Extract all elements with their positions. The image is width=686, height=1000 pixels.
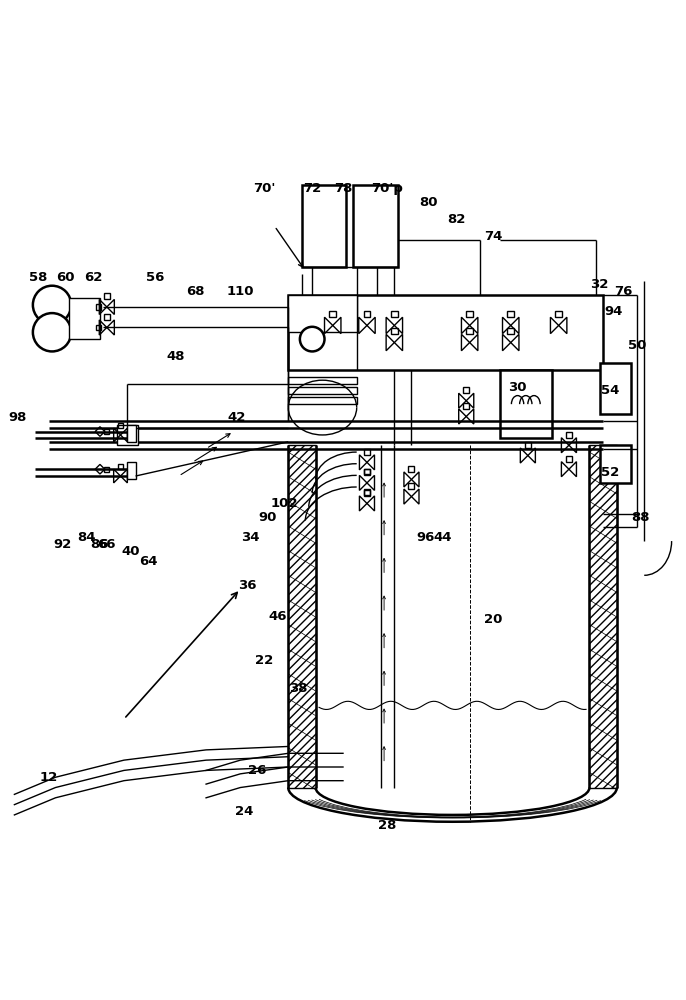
Text: 88: 88 <box>632 511 650 524</box>
Text: 50: 50 <box>628 339 647 352</box>
Bar <box>525 442 531 448</box>
Bar <box>364 489 370 495</box>
Bar <box>288 295 357 332</box>
Bar <box>566 432 572 438</box>
Text: 80: 80 <box>419 196 438 209</box>
Text: 28: 28 <box>378 819 397 832</box>
Text: 20: 20 <box>484 613 503 626</box>
Bar <box>508 311 514 317</box>
Text: 26: 26 <box>248 764 267 777</box>
Bar <box>302 185 346 267</box>
Bar <box>364 449 370 455</box>
Text: 30: 30 <box>508 381 527 394</box>
Text: 96: 96 <box>416 531 434 544</box>
Text: 66: 66 <box>97 538 116 551</box>
Text: 40: 40 <box>121 545 140 558</box>
Bar <box>364 469 370 474</box>
Bar <box>391 328 398 334</box>
Circle shape <box>33 313 71 351</box>
Text: 56: 56 <box>145 271 164 284</box>
Text: 70': 70' <box>253 182 276 195</box>
Bar <box>408 466 414 472</box>
Bar <box>391 311 398 317</box>
Text: 94: 94 <box>604 305 623 318</box>
Text: 86: 86 <box>91 538 109 551</box>
Bar <box>463 387 469 393</box>
Bar <box>288 377 357 384</box>
Text: 32: 32 <box>591 278 609 291</box>
Text: 74: 74 <box>484 230 503 243</box>
Bar <box>408 483 414 489</box>
Text: 110: 110 <box>226 285 254 298</box>
Text: 12: 12 <box>40 771 58 784</box>
Bar <box>288 387 357 394</box>
Bar <box>128 462 136 479</box>
Bar <box>117 425 138 445</box>
Text: 68: 68 <box>187 285 205 298</box>
Bar <box>566 456 572 462</box>
Text: 44: 44 <box>433 531 451 544</box>
Bar <box>364 311 370 317</box>
Bar <box>96 304 102 310</box>
Bar <box>364 469 370 475</box>
Bar <box>463 403 469 409</box>
Bar <box>501 370 552 438</box>
Bar <box>556 311 562 317</box>
Text: 60: 60 <box>56 271 75 284</box>
Text: 62: 62 <box>84 271 102 284</box>
Text: 42: 42 <box>228 411 246 424</box>
Text: 76: 76 <box>615 285 633 298</box>
Text: 72: 72 <box>303 182 321 195</box>
Text: 46: 46 <box>269 610 287 623</box>
Text: 52: 52 <box>601 466 619 479</box>
Bar <box>96 325 102 330</box>
Bar <box>353 185 398 267</box>
Text: 78: 78 <box>334 182 352 195</box>
Bar <box>466 311 473 317</box>
Circle shape <box>33 286 71 324</box>
Text: 36: 36 <box>238 579 257 592</box>
Bar <box>128 425 136 442</box>
Text: 34: 34 <box>241 531 260 544</box>
Bar <box>329 311 336 317</box>
Text: 64: 64 <box>139 555 157 568</box>
Text: 98: 98 <box>9 411 27 424</box>
Bar <box>104 467 109 472</box>
Text: 54: 54 <box>601 384 619 397</box>
Text: 38: 38 <box>289 682 308 695</box>
Text: 22: 22 <box>255 654 274 667</box>
Circle shape <box>300 327 324 351</box>
Text: 102: 102 <box>271 497 298 510</box>
Bar <box>118 464 123 469</box>
Text: 58: 58 <box>29 271 47 284</box>
Bar <box>288 397 357 404</box>
Bar <box>600 363 630 414</box>
Text: 24: 24 <box>235 805 253 818</box>
Bar <box>104 314 110 320</box>
Bar <box>104 429 109 434</box>
Text: 48: 48 <box>166 350 185 363</box>
Bar <box>589 445 617 788</box>
Text: 82: 82 <box>447 213 465 226</box>
Text: 92: 92 <box>54 538 71 551</box>
Text: 90: 90 <box>259 511 277 524</box>
Bar <box>69 298 100 339</box>
Bar <box>288 295 603 370</box>
Text: 70'p: 70'p <box>372 182 403 195</box>
Bar <box>466 328 473 334</box>
Bar <box>600 445 630 483</box>
Bar <box>364 490 370 496</box>
Bar <box>508 328 514 334</box>
Bar <box>288 445 316 788</box>
Text: 84: 84 <box>77 531 95 544</box>
Bar <box>104 293 110 299</box>
Bar <box>118 423 123 428</box>
